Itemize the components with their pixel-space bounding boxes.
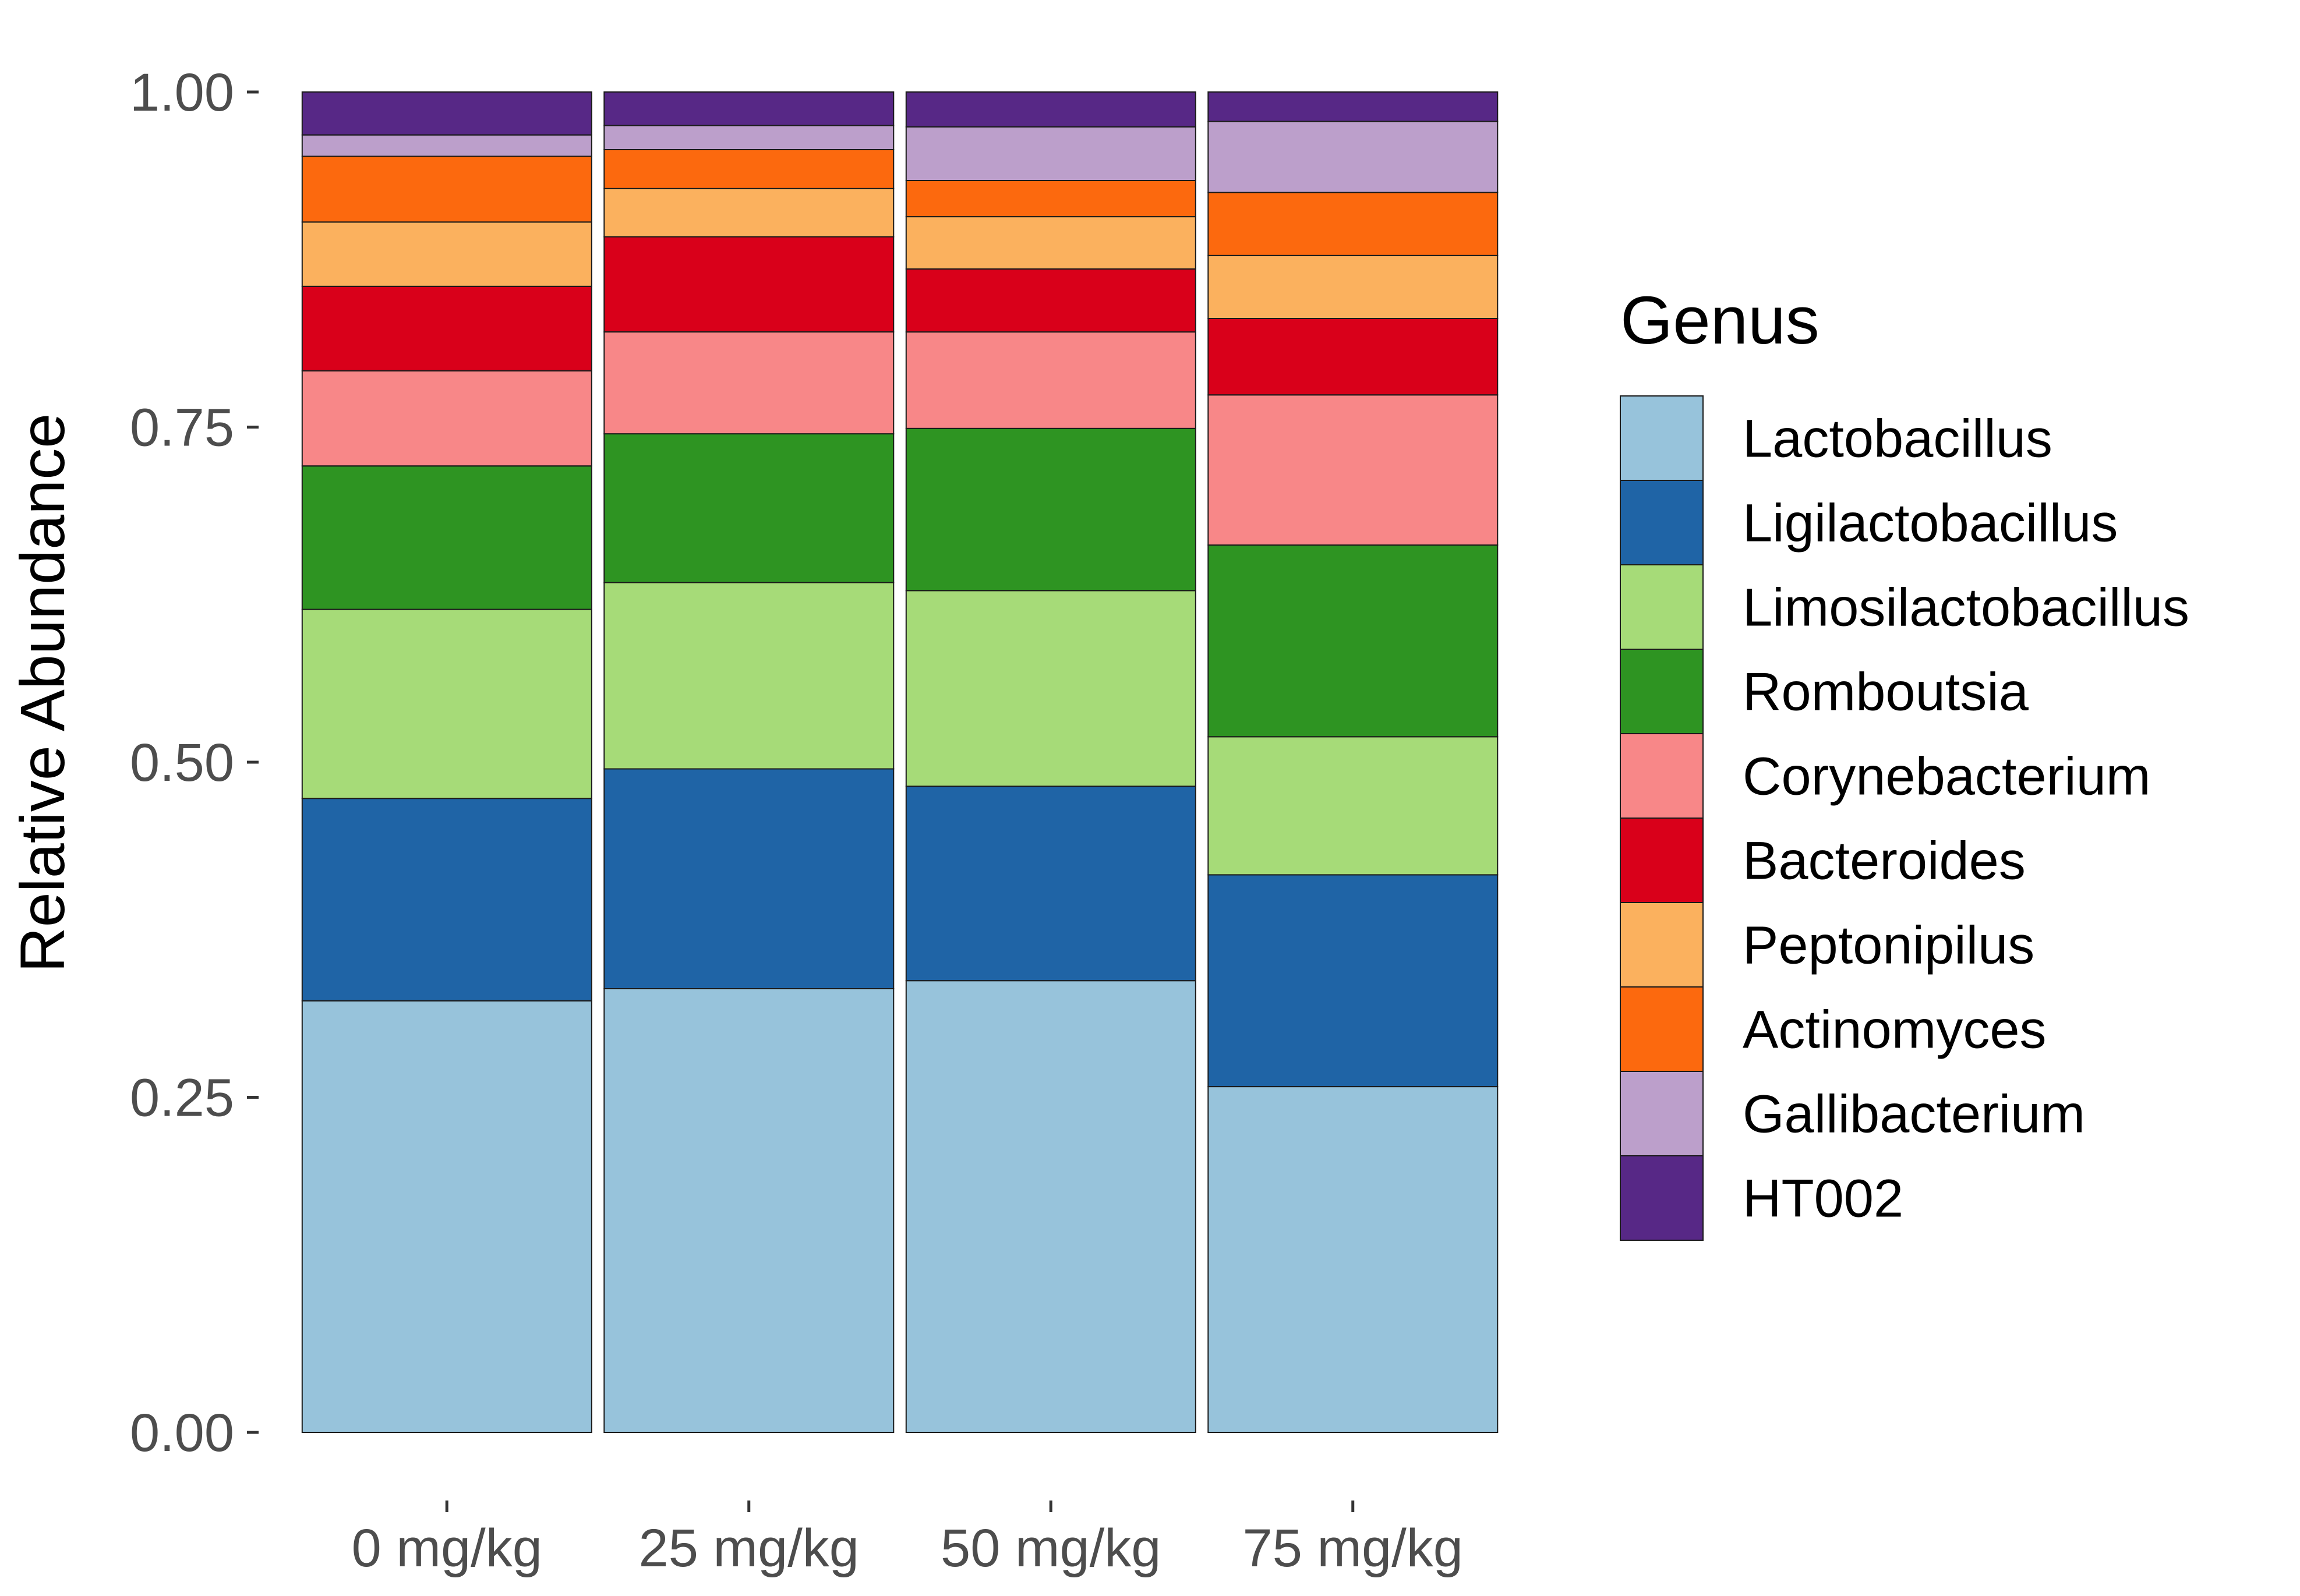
x-tick-label: 75 mg/kg xyxy=(1243,1519,1463,1578)
legend-key-limosilactobacillus xyxy=(1620,564,1704,650)
x-tick-label: 25 mg/kg xyxy=(639,1519,859,1578)
bar-segment-actinomyces-2 xyxy=(603,149,895,189)
legend-label-gallibacterium: Gallibacterium xyxy=(1743,1085,2085,1144)
x-tick-label: 50 mg/kg xyxy=(941,1519,1161,1578)
bar-segment-actinomyces-3 xyxy=(905,179,1196,218)
legend-label-limosilactobacillus: Limosilactobacillus xyxy=(1743,578,2189,638)
bar-segment-peptonipilus-4 xyxy=(1207,254,1499,319)
legend-key-bacteroides xyxy=(1620,818,1704,903)
legend-key-romboutsia xyxy=(1620,649,1704,734)
bar-segment-limosilactobacillus-3 xyxy=(905,590,1196,787)
bar-segment-ht002-2 xyxy=(603,91,895,126)
legend-label-actinomyces: Actinomyces xyxy=(1743,1000,2047,1060)
legend-key-gallibacterium xyxy=(1620,1071,1704,1156)
bar-segment-romboutsia-1 xyxy=(301,465,592,610)
y-tick-label: 0.50 xyxy=(130,733,234,792)
bar-segment-bacteroides-4 xyxy=(1207,318,1499,396)
bar-segment-corynebacterium-2 xyxy=(603,331,895,435)
legend-label-ht002: HT002 xyxy=(1743,1169,1903,1229)
bar-segment-bacteroides-2 xyxy=(603,236,895,332)
bar-segment-limosilactobacillus-4 xyxy=(1207,736,1499,876)
legend-label-ligilactobacillus: Ligilactobacillus xyxy=(1743,494,2118,553)
legend-label-peptonipilus: Peptonipilus xyxy=(1743,916,2034,975)
bar-segment-corynebacterium-4 xyxy=(1207,394,1499,546)
bar-segment-bacteroides-1 xyxy=(301,285,592,371)
bar-segment-ht002-3 xyxy=(905,91,1196,128)
bar-segment-gallibacterium-2 xyxy=(603,125,895,151)
legend-key-corynebacterium xyxy=(1620,733,1704,819)
bar-segment-lactobacillus-2 xyxy=(603,988,895,1433)
y-tick-label: 0.25 xyxy=(130,1068,234,1128)
bar-segment-ht002-4 xyxy=(1207,91,1499,122)
bar-segment-ligilactobacillus-3 xyxy=(905,785,1196,982)
legend-label-lactobacillus: Lactobacillus xyxy=(1743,409,2052,469)
bar-segment-bacteroides-3 xyxy=(905,268,1196,333)
x-tick-label: 0 mg/kg xyxy=(352,1519,542,1578)
legend-label-corynebacterium: Corynebacterium xyxy=(1743,747,2151,806)
y-tick-label: 0.00 xyxy=(130,1403,234,1463)
bar-segment-corynebacterium-3 xyxy=(905,331,1196,429)
legend-key-ht002 xyxy=(1620,1155,1704,1241)
bar-segment-gallibacterium-4 xyxy=(1207,121,1499,193)
legend-key-actinomyces xyxy=(1620,986,1704,1072)
bar-segment-actinomyces-4 xyxy=(1207,192,1499,256)
bar-segment-peptonipilus-3 xyxy=(905,216,1196,270)
legend-label-bacteroides: Bacteroides xyxy=(1743,831,2026,891)
legend: Genus Lactobacillus Ligilactobacillus Limo… xyxy=(1620,282,2189,1241)
bar-segment-ligilactobacillus-4 xyxy=(1207,874,1499,1088)
y-axis-title: Relative Abundance xyxy=(7,413,77,973)
bar-segment-lactobacillus-1 xyxy=(301,1000,592,1434)
bars-layer xyxy=(301,91,1499,1434)
bar-segment-peptonipilus-2 xyxy=(603,187,895,238)
bar-segment-lactobacillus-4 xyxy=(1207,1086,1499,1433)
bar-segment-romboutsia-3 xyxy=(905,427,1196,592)
bar-segment-gallibacterium-3 xyxy=(905,126,1196,181)
legend-title: Genus xyxy=(1620,282,1819,358)
bar-segment-romboutsia-4 xyxy=(1207,544,1499,738)
bar-segment-ht002-1 xyxy=(301,91,592,136)
bar-segment-corynebacterium-1 xyxy=(301,370,592,467)
legend-key-ligilactobacillus xyxy=(1620,480,1704,565)
y-axis: 0.00 0.25 0.50 0.75 1.00 xyxy=(130,63,259,1463)
bar-segment-limosilactobacillus-2 xyxy=(603,582,895,770)
bar-segment-ligilactobacillus-2 xyxy=(603,768,895,989)
legend-key-peptonipilus xyxy=(1620,902,1704,988)
bar-segment-ligilactobacillus-1 xyxy=(301,798,592,1002)
x-axis: 0 mg/kg 25 mg/kg 50 mg/kg 75 mg/kg xyxy=(352,1501,1463,1578)
legend-key-lactobacillus xyxy=(1620,395,1704,481)
bar-segment-actinomyces-1 xyxy=(301,155,592,223)
bar-segment-romboutsia-2 xyxy=(603,433,895,583)
legend-label-romboutsia: Romboutsia xyxy=(1743,663,2029,722)
bar-segment-limosilactobacillus-1 xyxy=(301,608,592,799)
bar-segment-lactobacillus-3 xyxy=(905,980,1196,1433)
bar-segment-peptonipilus-1 xyxy=(301,221,592,287)
bar-segment-gallibacterium-1 xyxy=(301,134,592,157)
y-tick-label: 1.00 xyxy=(130,63,234,122)
y-tick-label: 0.75 xyxy=(130,398,234,458)
